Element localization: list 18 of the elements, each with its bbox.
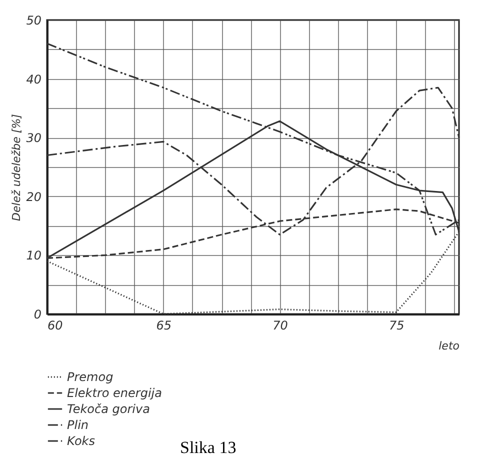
legend-label: Plin: [67, 418, 89, 432]
legend-label: Elektro energija: [67, 386, 162, 400]
y-tick-label: 30: [26, 131, 42, 146]
y-tick-label: 40: [26, 72, 42, 86]
y-tick-label: 20: [26, 190, 42, 204]
legend-label: Koks: [67, 434, 95, 448]
text: Slika 13: [180, 438, 236, 458]
x-axis-title: leto: [438, 340, 460, 352]
y-tick-label: 0: [34, 308, 42, 322]
legend-label: Premog: [67, 370, 114, 384]
y-tick-label: 50: [26, 14, 42, 28]
x-tick-label: 60: [48, 318, 64, 332]
x-tick-label: 70: [272, 318, 288, 332]
y-tick-label: 10: [26, 248, 42, 263]
legend-label: Tekoča goriva: [67, 402, 150, 416]
x-tick-label: 75: [389, 318, 404, 332]
x-tick-label: 65: [156, 318, 172, 332]
y-axis-title: Delež udeležbe [%]: [10, 114, 24, 221]
